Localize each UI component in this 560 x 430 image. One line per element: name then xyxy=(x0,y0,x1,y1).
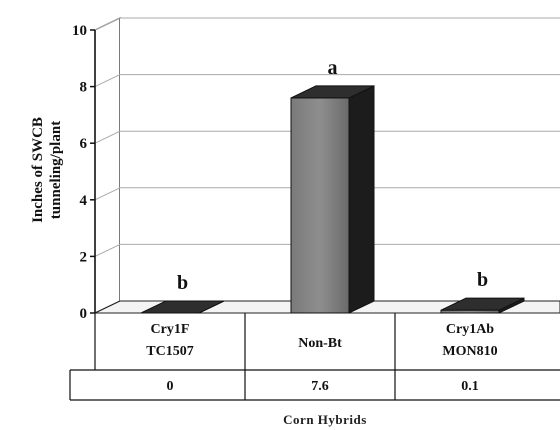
significance-letters: b a b xyxy=(177,57,488,294)
gridline-diagonal xyxy=(94,243,121,257)
significance-letter: a xyxy=(328,57,338,79)
table-value: 0 xyxy=(167,379,174,394)
gridline-diagonal xyxy=(94,74,121,88)
bar-top xyxy=(440,297,525,311)
y-axis-title-line-2: tunneling/plant xyxy=(48,121,64,219)
bar-top xyxy=(290,85,375,99)
bar-side xyxy=(348,85,375,314)
table-value: 7.6 xyxy=(311,379,329,394)
bar xyxy=(290,85,375,314)
left-wall xyxy=(94,17,121,314)
bar xyxy=(140,300,225,314)
category-label: Cry1F xyxy=(151,322,190,337)
category-label: Cry1Ab xyxy=(446,322,494,337)
category-label: Non-Bt xyxy=(298,336,342,351)
y-tick-label: 8 xyxy=(80,80,88,96)
y-tick-label: 6 xyxy=(80,136,88,152)
gridline-diagonal xyxy=(94,187,121,201)
category-table: Cry1F TC1507 0 Non-Bt 7.6 Cry1Ab MON810 0.1 xyxy=(69,313,560,401)
y-tick-label: 2 xyxy=(80,249,88,265)
y-axis: 0 2 4 6 8 10 xyxy=(72,23,96,322)
bar-front xyxy=(290,97,350,314)
category-label: MON810 xyxy=(442,344,497,359)
significance-letter: b xyxy=(177,272,188,294)
y-tick-label: 10 xyxy=(72,23,87,39)
bars xyxy=(140,85,525,314)
gridline-diagonal xyxy=(94,17,121,31)
bar-top xyxy=(140,300,225,314)
y-axis-title-line-1: Inches of SWCB xyxy=(30,117,46,223)
gridline-diagonal xyxy=(94,130,121,144)
table-value: 0.1 xyxy=(461,379,479,394)
y-tick-label: 0 xyxy=(80,306,88,322)
bar xyxy=(440,297,525,314)
category-label: TC1507 xyxy=(146,344,193,359)
significance-letter: b xyxy=(477,269,488,291)
x-axis-title: Corn Hybrids xyxy=(283,412,367,427)
y-tick-label: 4 xyxy=(80,193,88,209)
